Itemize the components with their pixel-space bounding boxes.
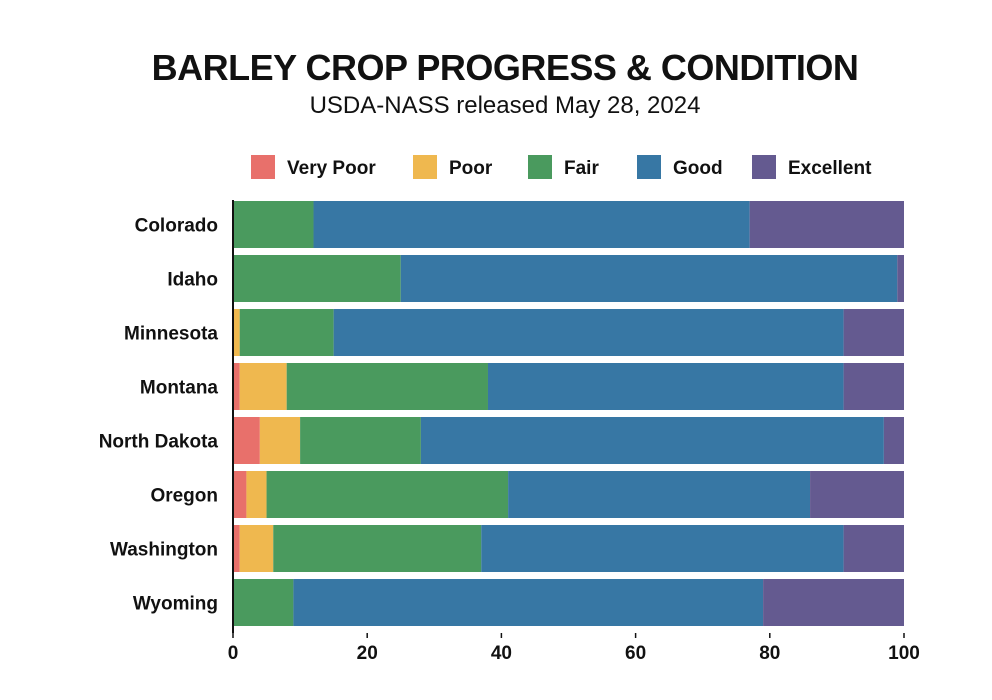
category-label-washington: Washington: [110, 540, 218, 561]
legend-swatch-fair: [528, 155, 552, 179]
legend-swatch-good: [637, 155, 661, 179]
bar-minnesota-poor: [233, 309, 240, 356]
bar-idaho-excellent: [897, 255, 904, 302]
bar-colorado-excellent: [749, 201, 904, 248]
bar-row-montana: [233, 363, 904, 410]
legend-label-very-poor: Very Poor: [287, 158, 376, 179]
bar-montana-very-poor: [233, 363, 240, 410]
bar-minnesota-excellent: [843, 309, 904, 356]
bar-colorado-good: [313, 201, 750, 248]
legend-swatch-very-poor: [251, 155, 275, 179]
bar-oregon-poor: [246, 471, 267, 518]
category-label-wyoming: Wyoming: [133, 594, 218, 615]
bar-minnesota-good: [333, 309, 844, 356]
chart-subtitle: USDA-NASS released May 28, 2024: [310, 92, 701, 119]
bar-montana-poor: [239, 363, 287, 410]
category-label-colorado: Colorado: [135, 216, 218, 237]
bar-idaho-good: [400, 255, 898, 302]
bar-row-idaho: [233, 255, 904, 302]
bar-montana-fair: [286, 363, 488, 410]
x-tick-label-60: 60: [625, 643, 646, 664]
bar-montana-good: [487, 363, 844, 410]
category-label-minnesota: Minnesota: [124, 324, 218, 345]
category-label-oregon: Oregon: [150, 486, 218, 507]
legend-label-excellent: Excellent: [788, 158, 872, 179]
bar-oregon-good: [508, 471, 811, 518]
bar-washington-good: [481, 525, 844, 572]
bar-row-oregon: [233, 471, 904, 518]
bar-wyoming-fair: [233, 579, 294, 626]
legend-item-excellent: Excellent: [752, 155, 872, 179]
category-label-north-dakota: North Dakota: [99, 432, 219, 453]
bar-row-washington: [233, 525, 904, 572]
bar-oregon-fair: [266, 471, 509, 518]
category-label-montana: Montana: [140, 378, 219, 399]
category-labels: Colorado Idaho Minnesota Montana North Dakot…: [99, 216, 219, 615]
x-tick-label-40: 40: [491, 643, 512, 664]
bar-wyoming-good: [293, 579, 764, 626]
category-label-idaho: Idaho: [167, 270, 218, 291]
legend-label-poor: Poor: [449, 158, 493, 179]
chart-title: BARLEY CROP PROGRESS & CONDITION: [152, 47, 859, 88]
bar-row-minnesota: [233, 309, 904, 356]
x-axis: 0 20 40 60 80 100: [228, 200, 920, 664]
bar-north-dakota-fair: [300, 417, 421, 464]
legend: Very Poor Poor Fair Good Excellent: [251, 155, 872, 179]
bars: [233, 201, 904, 626]
bar-row-wyoming: [233, 579, 904, 626]
bar-idaho-fair: [233, 255, 401, 302]
legend-item-good: Good: [637, 155, 723, 179]
bar-washington-poor: [239, 525, 274, 572]
bar-washington-excellent: [843, 525, 904, 572]
bar-washington-very-poor: [233, 525, 240, 572]
bar-north-dakota-poor: [259, 417, 301, 464]
legend-label-good: Good: [673, 158, 723, 179]
legend-item-poor: Poor: [413, 155, 493, 179]
x-tick-label-80: 80: [759, 643, 780, 664]
bar-oregon-excellent: [810, 471, 904, 518]
bar-north-dakota-very-poor: [233, 417, 260, 464]
bar-montana-excellent: [843, 363, 904, 410]
legend-item-fair: Fair: [528, 155, 599, 179]
bar-north-dakota-good: [420, 417, 884, 464]
legend-swatch-excellent: [752, 155, 776, 179]
x-tick-label-0: 0: [228, 643, 239, 664]
bar-minnesota-fair: [239, 309, 334, 356]
legend-swatch-poor: [413, 155, 437, 179]
bar-washington-fair: [273, 525, 482, 572]
bar-oregon-very-poor: [233, 471, 247, 518]
bar-row-colorado: [233, 201, 904, 248]
bar-colorado-fair: [233, 201, 314, 248]
x-tick-label-20: 20: [357, 643, 378, 664]
legend-item-very-poor: Very Poor: [251, 155, 376, 179]
bar-north-dakota-excellent: [883, 417, 904, 464]
bar-row-north-dakota: [233, 417, 904, 464]
legend-label-fair: Fair: [564, 158, 599, 179]
x-tick-label-100: 100: [888, 643, 920, 664]
bar-wyoming-excellent: [763, 579, 904, 626]
